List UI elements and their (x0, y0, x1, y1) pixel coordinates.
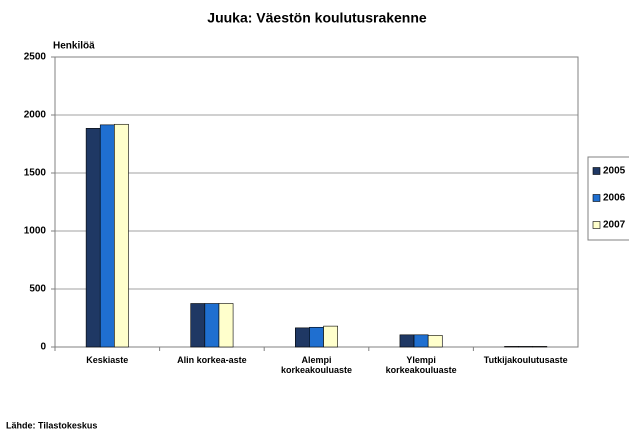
y-tick-label: 500 (29, 284, 46, 295)
bar (399, 334, 415, 348)
legend-swatch (592, 167, 601, 175)
legend-swatch (592, 194, 601, 202)
y-tick-label: 1500 (24, 168, 47, 179)
bar (85, 128, 101, 348)
plot-border (54, 56, 579, 348)
legend-label: 2007 (603, 220, 626, 231)
chart-title: Juuka: Väestön koulutusrakenne (207, 10, 427, 26)
bar (504, 346, 519, 348)
y-tick-label: 1000 (24, 226, 47, 237)
bar (323, 325, 338, 348)
bar (190, 303, 206, 348)
y-tick-label: 2500 (24, 52, 47, 63)
legend-swatch (592, 221, 601, 229)
bar (427, 335, 443, 348)
bar (114, 123, 129, 348)
bar (218, 303, 234, 348)
y-tick-label: 2000 (24, 110, 47, 121)
x-tick-label: Ylempi korkeakouluaste (385, 355, 457, 375)
y-tick-label: 0 (40, 342, 46, 353)
x-tick-label: Alin korkea-aste (177, 355, 247, 365)
legend-label: 2006 (603, 193, 626, 204)
bar (204, 303, 220, 348)
bar (309, 326, 324, 348)
bar (532, 346, 548, 348)
bar (518, 346, 534, 348)
x-tick-label: Keskiaste (86, 355, 129, 365)
bar (99, 124, 115, 348)
bar (413, 334, 429, 348)
y-axis-label: Henkilöä (53, 41, 95, 52)
x-tick-label: Tutkijakoulutusaste (483, 355, 568, 365)
legend-label: 2005 (603, 166, 626, 177)
x-tick-label: Alempi korkeakouluaste (280, 355, 353, 375)
source: Lähde: Tilastokeskus (6, 420, 97, 430)
bar (295, 327, 310, 348)
